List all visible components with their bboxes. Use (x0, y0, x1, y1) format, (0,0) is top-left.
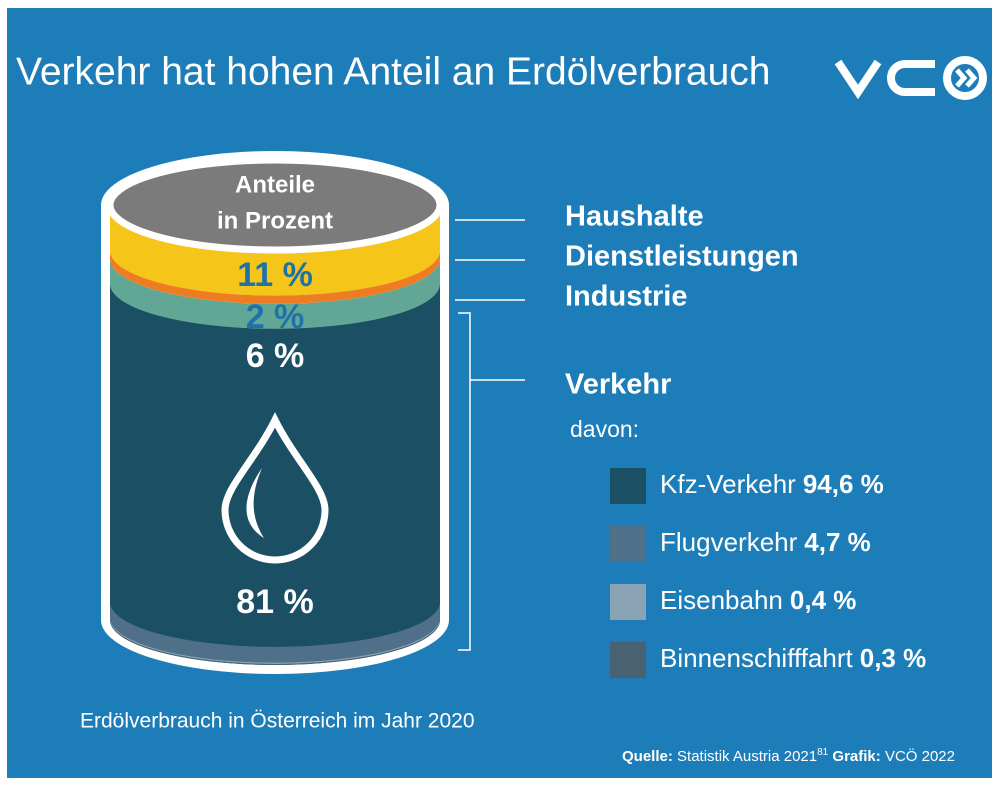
category-label: Verkehr (565, 369, 671, 401)
value-label: 11 % (237, 256, 313, 294)
legend-swatch (610, 642, 646, 678)
legend-swatch (610, 468, 646, 504)
legend-name: Flugverkehr (660, 527, 798, 557)
value-label: 2 % (246, 298, 305, 336)
lid-label: Anteile (235, 171, 315, 198)
legend-name: Eisenbahn (660, 585, 783, 615)
credit-label: Grafik: (832, 748, 880, 765)
breakdown-intro: davon: (570, 416, 639, 442)
page: {"chart_data": { "type": "barrel", "titl… (0, 0, 998, 787)
source-text: Statistik Austria 2021 (677, 748, 817, 765)
value-label: 81 % (236, 583, 314, 621)
category-label: Industrie (565, 281, 687, 313)
legend-value: 0,3 % (860, 643, 927, 673)
legend-value: 4,7 % (804, 527, 871, 557)
value-label: 6 % (246, 337, 305, 375)
legend-swatch (610, 584, 646, 620)
legend-value: 0,4 % (790, 585, 857, 615)
legend-value: 94,6 % (803, 469, 884, 499)
legend-swatch (610, 526, 646, 562)
category-label: Dienstleistungen (565, 241, 799, 273)
lid-label: in Prozent (217, 207, 333, 234)
chart-title: Verkehr hat hohen Anteil an Erdölverbrau… (16, 50, 771, 93)
category-label: Haushalte (565, 201, 704, 233)
legend-name: Kfz-Verkehr (660, 469, 796, 499)
credit: VCÖ 2022 (885, 747, 955, 765)
caption: Erdölverbrauch in Österreich im Jahr 202… (80, 710, 475, 733)
legend-name: Binnenschifffahrt (660, 643, 854, 673)
source-label: Quelle: (622, 748, 673, 765)
infographic: Verkehr hat hohen Anteil an Erdölverbrau… (0, 0, 998, 787)
source-footnote: 81 (817, 747, 829, 758)
